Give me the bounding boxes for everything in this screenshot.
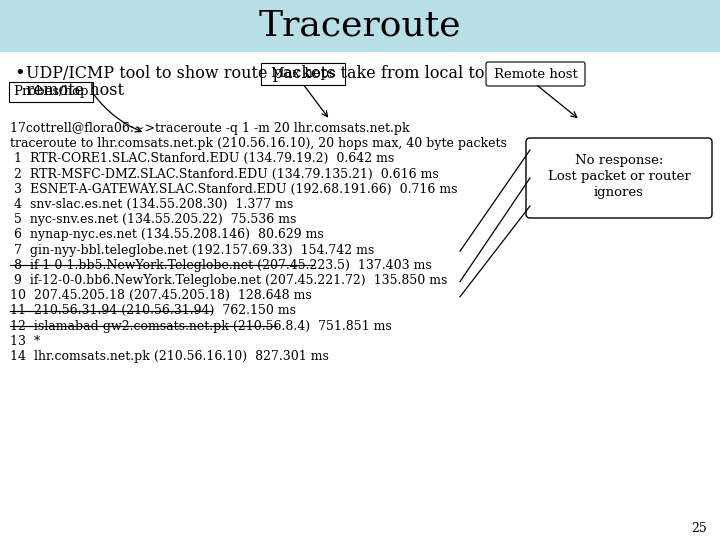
Text: 2  RTR-MSFC-DMZ.SLAC.Stanford.EDU (134.79.135.21)  0.616 ms: 2 RTR-MSFC-DMZ.SLAC.Stanford.EDU (134.79… <box>10 167 438 180</box>
Text: 9  if-12-0-0.bb6.NewYork.Teleglobe.net (207.45.221.72)  135.850 ms: 9 if-12-0-0.bb6.NewYork.Teleglobe.net (2… <box>10 274 447 287</box>
Text: Lost packet or router: Lost packet or router <box>548 170 690 183</box>
Text: Traceroute: Traceroute <box>258 9 462 43</box>
Text: •: • <box>14 65 24 83</box>
Text: 10  207.45.205.18 (207.45.205.18)  128.648 ms: 10 207.45.205.18 (207.45.205.18) 128.648… <box>10 289 312 302</box>
Text: UDP/ICMP tool to show route packets take from local to: UDP/ICMP tool to show route packets take… <box>26 65 485 82</box>
FancyBboxPatch shape <box>261 63 345 85</box>
FancyBboxPatch shape <box>526 138 712 218</box>
Text: 17cottrell@flora06:~>traceroute -q 1 -m 20 lhr.comsats.net.pk: 17cottrell@flora06:~>traceroute -q 1 -m … <box>10 122 410 135</box>
Text: Max hops: Max hops <box>271 68 336 80</box>
Text: 25: 25 <box>691 522 707 535</box>
Text: 8  if-1-0-1.bb5.NewYork.Teleglobe.net (207.45.223.5)  137.403 ms: 8 if-1-0-1.bb5.NewYork.Teleglobe.net (20… <box>10 259 432 272</box>
Text: 14  lhr.comsats.net.pk (210.56.16.10)  827.301 ms: 14 lhr.comsats.net.pk (210.56.16.10) 827… <box>10 350 329 363</box>
FancyBboxPatch shape <box>9 82 93 102</box>
Text: No response:: No response: <box>575 154 663 167</box>
Text: 5  nyc-snv.es.net (134.55.205.22)  75.536 ms: 5 nyc-snv.es.net (134.55.205.22) 75.536 … <box>10 213 297 226</box>
Text: ignores: ignores <box>594 186 644 199</box>
Text: 6  nynap-nyc.es.net (134.55.208.146)  80.629 ms: 6 nynap-nyc.es.net (134.55.208.146) 80.6… <box>10 228 324 241</box>
Text: 1  RTR-CORE1.SLAC.Stanford.EDU (134.79.19.2)  0.642 ms: 1 RTR-CORE1.SLAC.Stanford.EDU (134.79.19… <box>10 152 395 165</box>
Text: 13  *: 13 * <box>10 335 40 348</box>
Bar <box>0 0 720 52</box>
Text: Probes/hop: Probes/hop <box>13 85 89 98</box>
Text: 3  ESNET-A-GATEWAY.SLAC.Stanford.EDU (192.68.191.66)  0.716 ms: 3 ESNET-A-GATEWAY.SLAC.Stanford.EDU (192… <box>10 183 457 196</box>
Text: Remote host: Remote host <box>494 68 577 80</box>
Text: 12  islamabad-gw2.comsats.net.pk (210.56.8.4)  751.851 ms: 12 islamabad-gw2.comsats.net.pk (210.56.… <box>10 320 392 333</box>
Text: remote host: remote host <box>26 82 124 99</box>
Text: 11  210.56.31.94 (210.56.31.94)  762.150 ms: 11 210.56.31.94 (210.56.31.94) 762.150 m… <box>10 305 296 318</box>
Text: 7  gin-nyy-bbl.teleglobe.net (192.157.69.33)  154.742 ms: 7 gin-nyy-bbl.teleglobe.net (192.157.69.… <box>10 244 374 256</box>
FancyBboxPatch shape <box>486 62 585 86</box>
Text: 4  snv-slac.es.net (134.55.208.30)  1.377 ms: 4 snv-slac.es.net (134.55.208.30) 1.377 … <box>10 198 293 211</box>
Text: traceroute to lhr.comsats.net.pk (210.56.16.10), 20 hops max, 40 byte packets: traceroute to lhr.comsats.net.pk (210.56… <box>10 137 507 150</box>
